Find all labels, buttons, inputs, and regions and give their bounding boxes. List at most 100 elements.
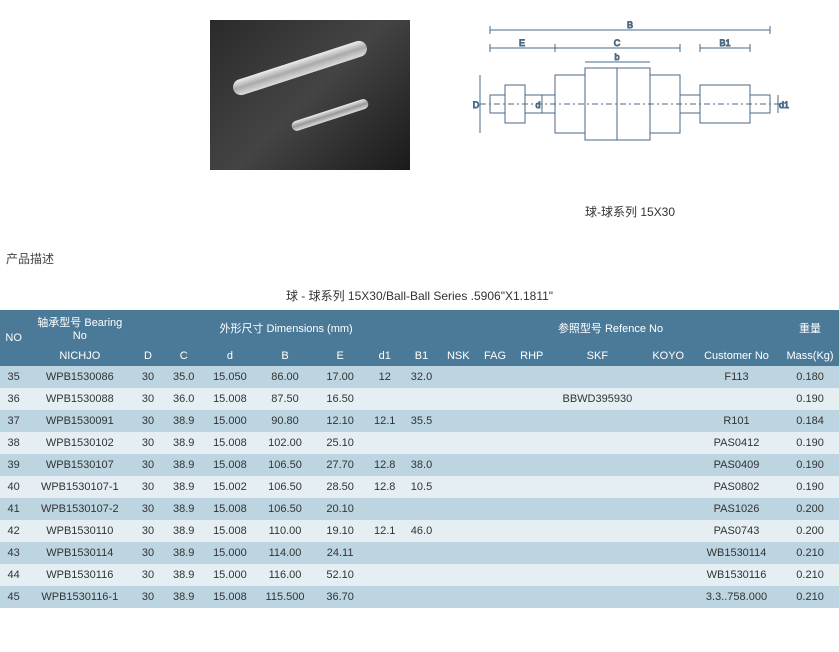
cell-rhp: [513, 366, 550, 388]
cell-cust: F113: [692, 366, 781, 388]
cell-B: 87.50: [256, 388, 314, 410]
table-caption: 球 - 球系列 15X30/Ball-Ball Series .5906"X1.…: [0, 287, 839, 304]
table-row: 39WPB15301073038.915.008106.5027.7012.83…: [0, 454, 839, 476]
cell-rhp: [513, 586, 550, 608]
cell-skf: [550, 520, 644, 542]
cell-E: 19.10: [314, 520, 366, 542]
cell-skf: [550, 454, 644, 476]
cell-koyo: [645, 476, 692, 498]
table-row: 42WPB15301103038.915.008110.0019.1012.14…: [0, 520, 839, 542]
hdr-D: D: [132, 346, 163, 366]
cell-nichjo: WPB1530114: [27, 542, 132, 564]
cell-skf: [550, 542, 644, 564]
dim-b: b: [614, 52, 619, 62]
cell-skf: [550, 498, 644, 520]
cell-E: 16.50: [314, 388, 366, 410]
cell-koyo: [645, 388, 692, 410]
hdr-mass-top: 重量: [781, 310, 839, 346]
technical-diagram: B E C b B1: [470, 20, 790, 220]
hdr-mass-bottom: Mass(Kg): [781, 346, 839, 366]
cell-d: 15.008: [204, 586, 256, 608]
cell-E: 28.50: [314, 476, 366, 498]
cell-d: 15.000: [204, 410, 256, 432]
table-body: 35WPB15300863035.015.05086.0017.001232.0…: [0, 366, 839, 608]
cell-C: 38.9: [164, 542, 204, 564]
cell-d1: [366, 542, 403, 564]
cell-d1: [366, 432, 403, 454]
cell-D: 30: [132, 520, 163, 542]
cell-d1: 12.8: [366, 476, 403, 498]
cell-B: 115.500: [256, 586, 314, 608]
cell-fag: [477, 520, 514, 542]
cell-koyo: [645, 586, 692, 608]
cell-nichjo: WPB1530088: [27, 388, 132, 410]
cell-skf: BBWD395930: [550, 388, 644, 410]
cell-C: 36.0: [164, 388, 204, 410]
cell-koyo: [645, 520, 692, 542]
cell-B1: 32.0: [403, 366, 440, 388]
cell-fag: [477, 476, 514, 498]
dim-B: B: [627, 20, 633, 30]
cell-no: 36: [0, 388, 27, 410]
cell-B: 114.00: [256, 542, 314, 564]
cell-koyo: [645, 498, 692, 520]
hdr-reference: 参照型号 Refence No: [440, 310, 781, 346]
cell-rhp: [513, 476, 550, 498]
cell-B1: 46.0: [403, 520, 440, 542]
cell-nsk: [440, 476, 477, 498]
cell-d1: [366, 564, 403, 586]
cell-B1: 10.5: [403, 476, 440, 498]
dim-B1: B1: [719, 38, 730, 48]
cell-C: 35.0: [164, 366, 204, 388]
cell-no: 41: [0, 498, 27, 520]
cell-mass: 0.210: [781, 586, 839, 608]
cell-cust: WB1530116: [692, 564, 781, 586]
hdr-nichjo: NICHJO: [27, 346, 132, 366]
cell-D: 30: [132, 564, 163, 586]
cell-skf: [550, 586, 644, 608]
cell-d1: 12.8: [366, 454, 403, 476]
cell-d1: 12.1: [366, 410, 403, 432]
cell-koyo: [645, 542, 692, 564]
cell-B: 86.00: [256, 366, 314, 388]
cell-B: 116.00: [256, 564, 314, 586]
cell-cust: PAS0743: [692, 520, 781, 542]
dim-C: C: [614, 38, 621, 48]
cell-B1: [403, 388, 440, 410]
cell-koyo: [645, 454, 692, 476]
hdr-cust: Customer No: [692, 346, 781, 366]
cell-d1: [366, 388, 403, 410]
cell-D: 30: [132, 542, 163, 564]
cell-no: 37: [0, 410, 27, 432]
cell-B1: [403, 542, 440, 564]
cell-d1: [366, 586, 403, 608]
cell-fag: [477, 586, 514, 608]
cell-B: 106.50: [256, 454, 314, 476]
cell-cust: 3.3..758.000: [692, 586, 781, 608]
cell-skf: [550, 410, 644, 432]
cell-B1: [403, 498, 440, 520]
hdr-no: NO: [0, 310, 27, 366]
cell-d: 15.000: [204, 542, 256, 564]
dim-d1: d1: [779, 100, 789, 110]
cell-koyo: [645, 366, 692, 388]
cell-d1: 12.1: [366, 520, 403, 542]
cell-cust: PAS1026: [692, 498, 781, 520]
cell-d: 15.000: [204, 564, 256, 586]
cell-E: 20.10: [314, 498, 366, 520]
cell-mass: 0.190: [781, 388, 839, 410]
cell-B: 90.80: [256, 410, 314, 432]
cell-rhp: [513, 454, 550, 476]
cell-nsk: [440, 520, 477, 542]
cell-d1: [366, 498, 403, 520]
hdr-B: B: [256, 346, 314, 366]
cell-no: 38: [0, 432, 27, 454]
table-row: 35WPB15300863035.015.05086.0017.001232.0…: [0, 366, 839, 388]
cell-E: 17.00: [314, 366, 366, 388]
table-row: 38WPB15301023038.915.008102.0025.10PAS04…: [0, 432, 839, 454]
cell-E: 25.10: [314, 432, 366, 454]
cell-mass: 0.184: [781, 410, 839, 432]
cell-mass: 0.210: [781, 564, 839, 586]
cell-koyo: [645, 432, 692, 454]
cell-E: 52.10: [314, 564, 366, 586]
